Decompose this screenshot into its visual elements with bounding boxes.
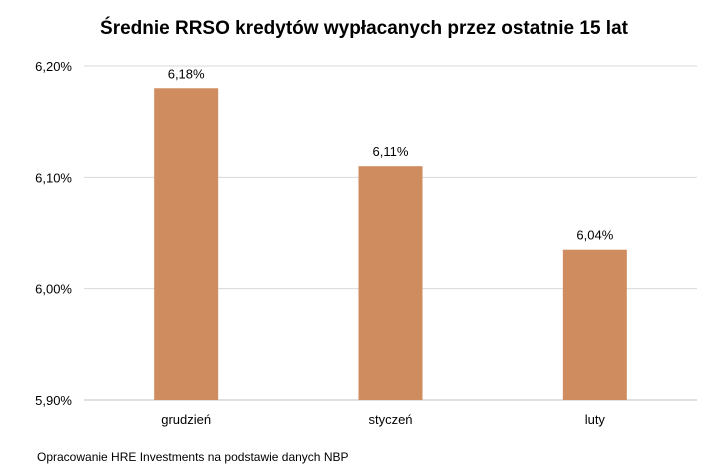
bar-2 — [562, 249, 627, 400]
y-tick-label: 6,10% — [35, 170, 72, 185]
bar-1 — [358, 166, 423, 400]
bars — [154, 88, 627, 401]
data-label: 6,18% — [168, 66, 205, 81]
bar-0 — [154, 88, 219, 401]
y-tick-label: 6,20% — [35, 59, 72, 74]
y-tick-label: 6,00% — [35, 282, 72, 297]
data-label: 6,04% — [576, 228, 613, 243]
x-tick-label: grudzień — [161, 412, 211, 427]
source-note: Opracowanie HRE Investments na podstawie… — [37, 450, 349, 464]
y-tick-label: 5,90% — [35, 393, 72, 408]
data-label: 6,11% — [373, 144, 409, 159]
data-labels: 6,18% 6,11% 6,04% — [168, 66, 614, 242]
x-tick-label: luty — [585, 412, 606, 427]
y-axis-ticks: 5,90% 6,00% 6,10% 6,20% — [35, 59, 72, 408]
chart-title: Średnie RRSO kredytów wypłacanych przez … — [100, 18, 628, 39]
x-axis-ticks: grudzień styczeń luty — [161, 412, 605, 427]
x-tick-label: styczeń — [368, 412, 412, 427]
